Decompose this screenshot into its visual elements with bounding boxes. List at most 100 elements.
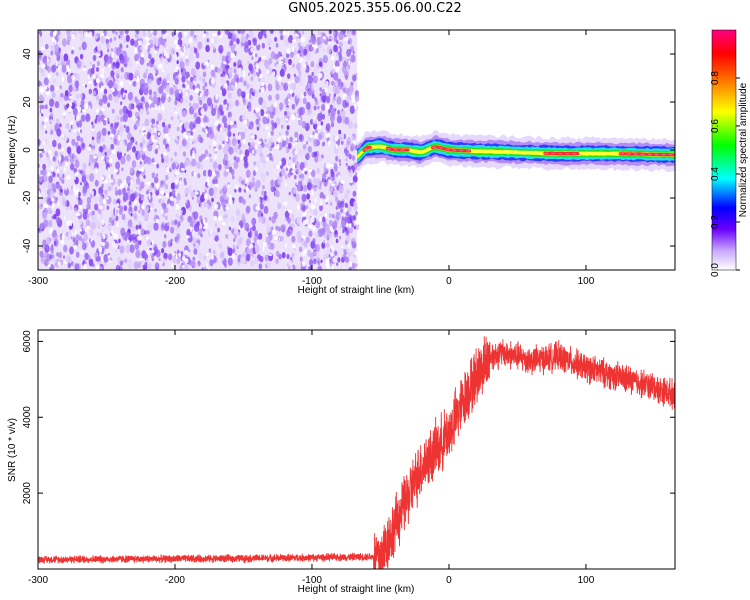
noise-speckle — [193, 112, 198, 119]
noise-speckle — [222, 140, 225, 145]
noise-gap — [256, 239, 259, 244]
noise-gap — [348, 242, 350, 249]
noise-gap — [276, 164, 280, 170]
noise-gap — [83, 263, 88, 270]
noise-gap — [193, 171, 196, 177]
noise-speckle — [330, 170, 335, 178]
noise-gap — [135, 60, 139, 65]
noise-speckle — [102, 95, 108, 104]
noise-speckle — [253, 161, 257, 166]
noise-speckle — [125, 125, 130, 133]
noise-speckle — [150, 241, 153, 246]
noise-speckle — [50, 45, 54, 49]
noise-speckle — [255, 246, 260, 254]
noise-speckle — [115, 77, 119, 83]
noise-gap — [153, 127, 157, 133]
noise-speckle — [178, 98, 181, 103]
noise-speckle — [126, 232, 130, 238]
noise-gap — [136, 118, 138, 121]
noise-speckle — [45, 260, 49, 266]
noise-speckle — [127, 183, 131, 187]
noise-gap — [137, 166, 142, 172]
noise-gap — [82, 83, 85, 87]
noise-speckle — [144, 212, 150, 221]
noise-speckle — [277, 178, 281, 185]
noise-speckle — [114, 187, 118, 192]
noise-speckle — [164, 215, 168, 221]
noise-speckle — [106, 205, 110, 210]
noise-speckle — [189, 161, 192, 166]
noise-speckle — [155, 266, 159, 270]
noise-speckle — [207, 203, 211, 210]
noise-speckle — [148, 53, 151, 59]
noise-gap — [308, 175, 311, 179]
noise-speckle — [110, 143, 115, 150]
noise-speckle — [288, 35, 293, 44]
noise-speckle — [118, 265, 123, 270]
noise-speckle — [189, 94, 193, 101]
noise-gap — [95, 264, 100, 270]
noise-speckle — [275, 117, 281, 126]
noise-speckle — [314, 75, 318, 81]
y-tick-label: 0 — [22, 147, 33, 153]
noise-speckle — [137, 52, 142, 59]
noise-speckle — [341, 140, 344, 145]
noise-gap — [94, 167, 98, 174]
noise-speckle — [190, 46, 195, 54]
noise-speckle — [139, 181, 145, 189]
noise-gap — [76, 188, 79, 193]
noise-speckle — [312, 177, 317, 185]
noise-speckle — [181, 138, 187, 147]
noise-speckle — [255, 179, 261, 189]
noise-speckle — [190, 30, 194, 37]
noise-gap — [138, 258, 144, 262]
noise-speckle — [188, 216, 192, 222]
noise-gap — [310, 134, 313, 138]
noise-speckle — [317, 155, 322, 163]
noise-speckle — [61, 196, 65, 203]
noise-speckle — [297, 42, 301, 48]
noise-speckle — [344, 216, 348, 223]
noise-speckle — [270, 51, 276, 60]
noise-speckle — [50, 210, 53, 214]
noise-speckle — [274, 62, 277, 67]
noise-speckle — [92, 124, 95, 129]
noise-speckle — [166, 146, 170, 152]
noise-speckle — [246, 238, 251, 247]
noise-gap — [49, 228, 53, 235]
noise-speckle — [138, 192, 141, 197]
x-tick-label: 0 — [446, 575, 452, 586]
noise-speckle — [120, 75, 123, 80]
noise-speckle — [79, 53, 84, 60]
noise-gap — [142, 147, 146, 152]
noise-gap — [205, 61, 209, 67]
noise-speckle — [252, 38, 257, 46]
noise-speckle — [290, 51, 294, 58]
noise-gap — [91, 128, 95, 132]
noise-gap — [332, 257, 336, 263]
noise-speckle — [70, 236, 73, 240]
noise-gap — [110, 87, 115, 93]
noise-gap — [87, 74, 90, 80]
noise-speckle — [132, 146, 136, 153]
noise-speckle — [66, 146, 72, 154]
noise-speckle — [265, 236, 270, 243]
noise-speckle — [214, 224, 218, 230]
noise-speckle — [223, 146, 228, 155]
noise-gap — [146, 41, 151, 46]
noise-gap — [63, 216, 66, 220]
noise-gap — [320, 197, 323, 202]
noise-gap — [122, 92, 125, 98]
noise-gap — [310, 204, 316, 209]
noise-speckle — [47, 66, 52, 73]
noise-gap — [349, 261, 352, 267]
noise-speckle — [234, 188, 237, 193]
noise-gap — [80, 250, 84, 255]
noise-speckle — [46, 236, 51, 245]
noise-speckle — [141, 96, 145, 102]
noise-speckle — [241, 212, 245, 220]
noise-speckle — [206, 97, 212, 106]
noise-speckle — [138, 224, 142, 230]
noise-speckle — [261, 199, 266, 206]
noise-speckle — [269, 146, 273, 152]
